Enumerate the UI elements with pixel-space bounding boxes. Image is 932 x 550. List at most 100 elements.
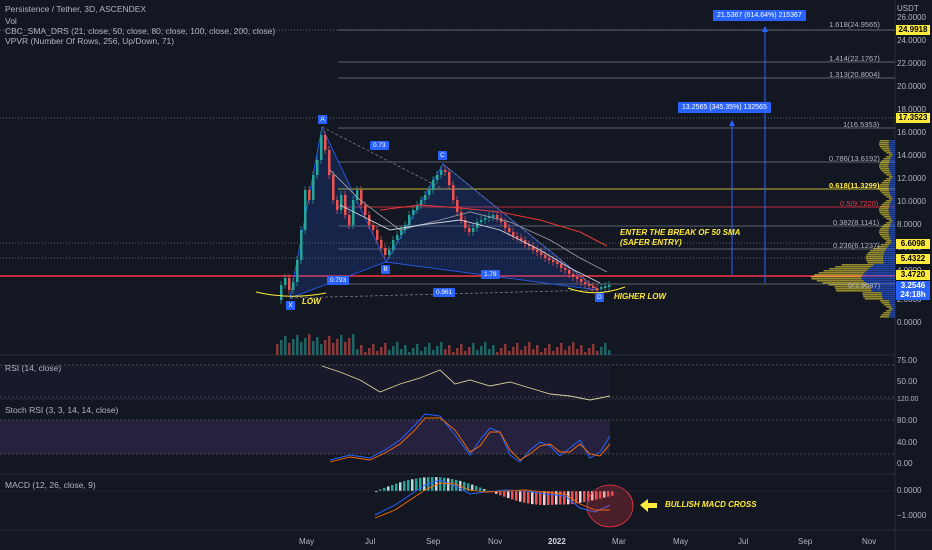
macd-label[interactable]: MACD (12, 26, close, 9) <box>5 480 96 490</box>
profile-row-up <box>879 300 889 302</box>
indicator-vol[interactable]: Vol <box>5 16 17 26</box>
profile-row-down <box>885 250 895 252</box>
profile-row-up <box>866 254 884 256</box>
profile-row-down <box>883 258 895 260</box>
profile-row-down <box>887 246 895 248</box>
profile-row-down <box>890 202 895 204</box>
candle-body <box>360 190 363 205</box>
fib-label: 0.5(9.7220) <box>840 199 879 208</box>
measure-label-small[interactable]: 13.2565 (345.35%) 132565 <box>678 102 771 113</box>
profile-row-up <box>881 182 890 184</box>
indicator-sma[interactable]: CBC_SMA_DRS (21, close, 50, close, 80, c… <box>5 26 276 36</box>
stoch-label[interactable]: Stoch RSI (3, 3, 14, 14, close) <box>5 405 119 415</box>
profile-row-down <box>889 182 895 184</box>
volume-bar <box>292 339 295 355</box>
profile-row-down <box>890 150 895 152</box>
volume-bar <box>412 348 415 355</box>
profile-row-down <box>892 176 895 178</box>
candle-body <box>544 255 547 258</box>
candle-body <box>456 200 459 212</box>
macd-bar <box>515 491 518 501</box>
profile-row-up <box>879 230 889 232</box>
macd-bar <box>527 491 530 504</box>
indicator-vpvr[interactable]: VPVR (Number Of Rows, 256, Up/Down, 71) <box>5 36 175 46</box>
profile-row-down <box>868 284 895 286</box>
volume-bar <box>504 344 507 355</box>
macd-bar <box>403 481 406 492</box>
macd-bar <box>483 489 486 492</box>
macd-bar <box>583 491 586 503</box>
volume-bar <box>416 344 419 355</box>
profile-row-down <box>888 212 895 214</box>
volume-bar <box>428 343 431 355</box>
profile-row-up <box>881 302 890 304</box>
volume-bar <box>552 351 555 355</box>
macd-cross-highlight[interactable] <box>586 484 634 528</box>
profile-row-up <box>888 198 893 200</box>
profile-row-down <box>888 166 895 168</box>
fib-retracement[interactable] <box>0 29 895 285</box>
measure-label-large[interactable]: 21.5367 (614.64%) 215367 <box>713 10 806 21</box>
ratio-badge: 1.78 <box>481 270 500 279</box>
rsi-label[interactable]: RSI (14, close) <box>5 363 62 373</box>
profile-row-down <box>892 308 895 310</box>
profile-row-down <box>889 314 895 316</box>
volume-bar <box>532 349 535 355</box>
fib-label: 1.618(24.9565) <box>829 20 880 29</box>
profile-row-up <box>879 162 889 164</box>
profile-row-down <box>889 148 895 150</box>
volume-bar <box>388 350 391 355</box>
candle-body <box>424 195 427 200</box>
profile-row-up <box>879 144 889 146</box>
profile-row-down <box>890 158 895 160</box>
candle-body <box>592 286 595 288</box>
price-tick: 16.0000 <box>897 128 926 137</box>
profile-row-down <box>891 174 895 176</box>
profile-row-down <box>891 152 895 154</box>
volume-bar <box>360 345 363 355</box>
profile-row-up <box>814 274 863 276</box>
volume-bar <box>608 350 611 355</box>
profile-row-down <box>890 224 895 226</box>
candle-body <box>444 170 447 172</box>
profile-row-up <box>879 146 889 148</box>
price-tick: 26.0000 <box>897 13 926 22</box>
time-tick: Sep <box>426 537 441 546</box>
profile-row-up <box>873 248 887 250</box>
point-d-badge: D <box>595 293 604 302</box>
profile-row-down <box>890 312 895 314</box>
profile-row-up <box>879 164 889 166</box>
profile-row-up <box>836 290 872 292</box>
profile-row-up <box>888 154 893 156</box>
profile-row-up <box>864 298 883 300</box>
volume-bar <box>356 349 359 355</box>
profile-row-down <box>891 242 895 244</box>
measure-tool-small[interactable] <box>729 120 735 275</box>
volume-bar <box>448 345 451 355</box>
profile-row-down <box>888 184 895 186</box>
time-tick: Sep <box>798 537 813 546</box>
volume-bar <box>572 342 575 355</box>
candle-body <box>468 228 471 232</box>
volume-bar <box>528 342 531 355</box>
fib-label: 0(3.9087) <box>848 281 881 290</box>
profile-row-up <box>862 292 883 294</box>
profile-row-up <box>870 250 886 252</box>
candle-body <box>280 285 283 300</box>
profile-row-up <box>888 220 893 222</box>
profile-row-up <box>879 228 889 230</box>
profile-row-down <box>889 214 895 216</box>
volume-bar <box>512 347 515 355</box>
candle-body <box>504 222 507 228</box>
macd-bar <box>607 491 610 497</box>
profile-row-down <box>888 168 895 170</box>
macd-line <box>374 479 611 516</box>
volume-bar <box>312 341 315 355</box>
candle-body <box>496 215 499 218</box>
measure-tool-large[interactable] <box>762 26 768 283</box>
profile-row-down <box>890 216 895 218</box>
profile-row-down <box>882 298 895 300</box>
volume-bar <box>340 335 343 355</box>
